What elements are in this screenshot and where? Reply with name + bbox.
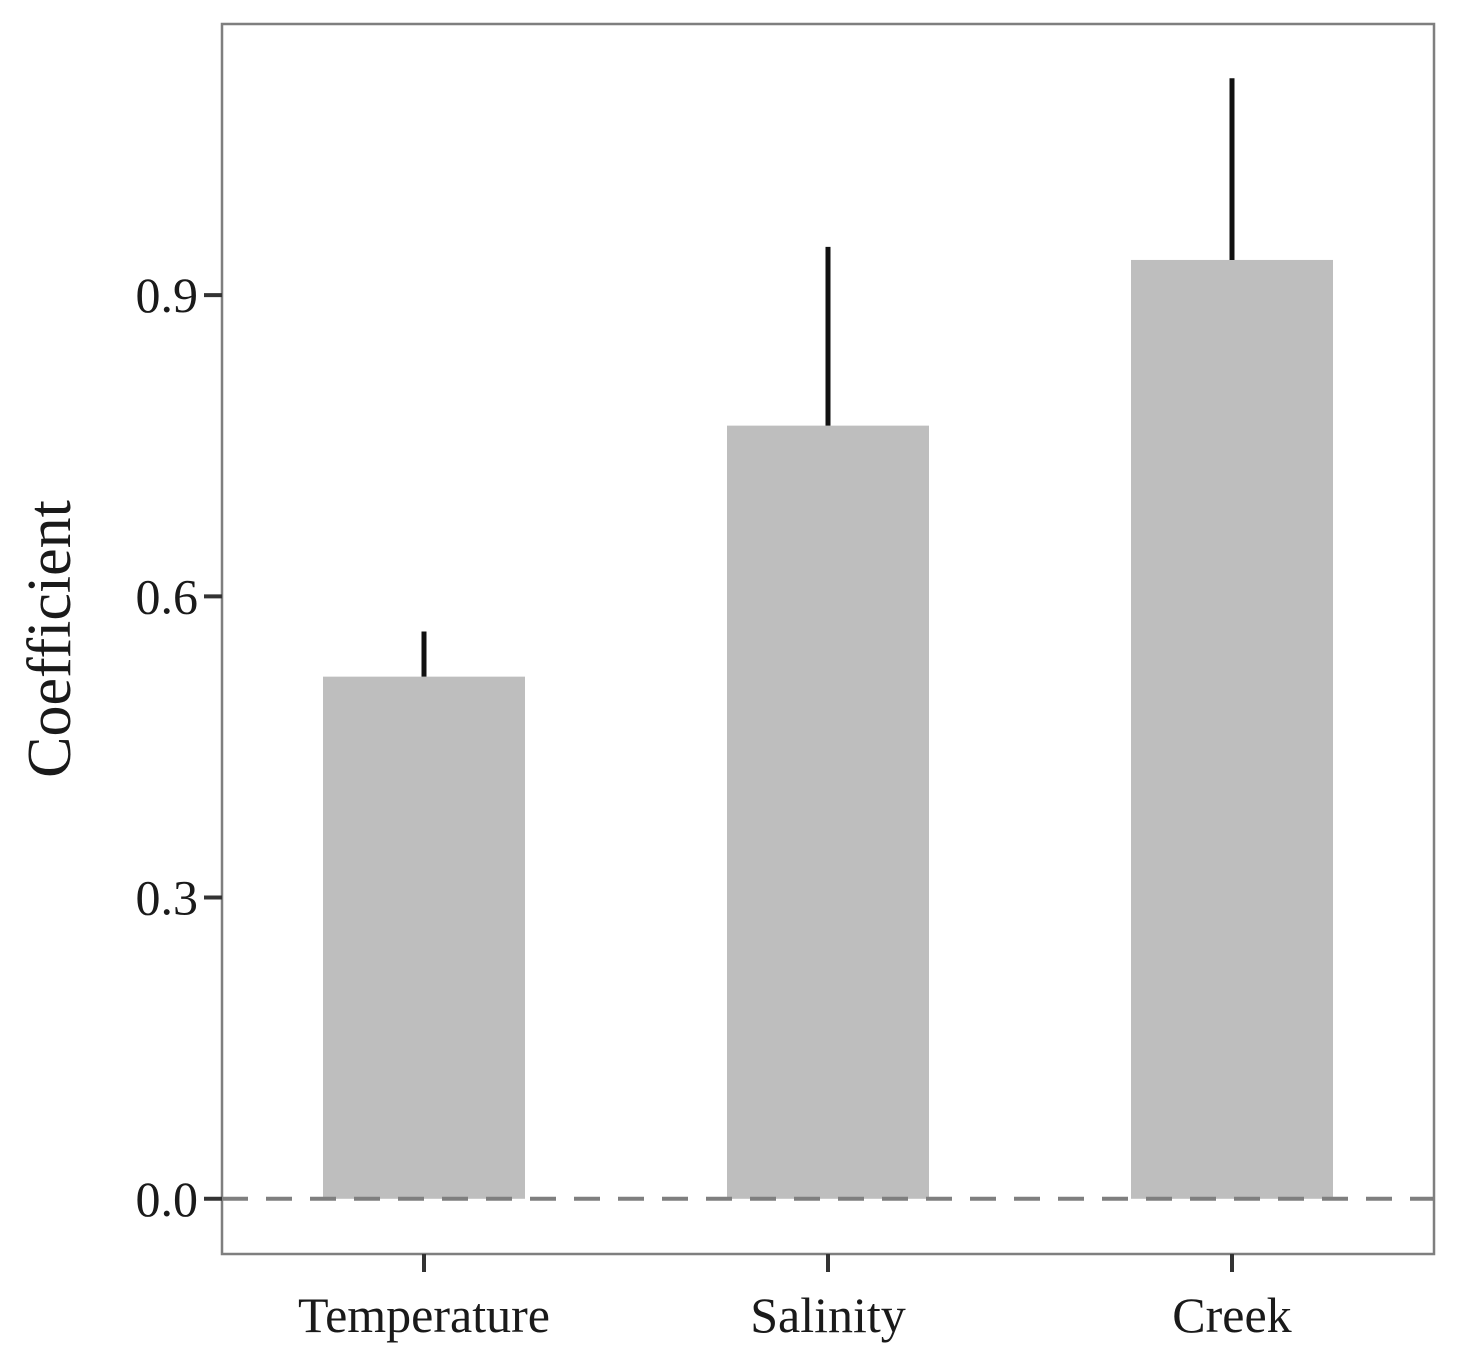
bars-layer [323, 259, 1333, 1199]
y-tick-label: 0.9 [136, 267, 199, 323]
y-tick-label: 0.0 [136, 1171, 199, 1227]
y-axis-title: Coefficient [16, 500, 84, 778]
y-tick-label: 0.6 [136, 568, 199, 624]
x-axis: Temperature Salinity Creek [298, 1254, 1292, 1343]
bar-salinity [727, 425, 929, 1199]
bar-temperature [323, 676, 525, 1199]
x-tick-label-temperature: Temperature [298, 1287, 550, 1343]
x-tick-label-salinity: Salinity [750, 1287, 906, 1343]
error-bars-layer [421, 78, 1235, 677]
y-axis: 0.0 0.3 0.6 0.9 [136, 267, 222, 1227]
y-tick-label: 0.3 [136, 870, 199, 926]
x-tick-label-creek: Creek [1172, 1287, 1291, 1343]
bar-creek [1131, 259, 1333, 1199]
